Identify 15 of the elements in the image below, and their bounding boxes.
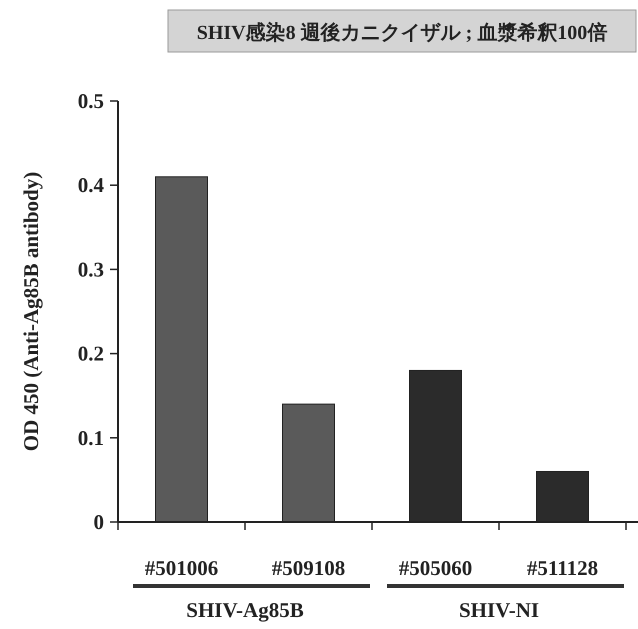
x-tick-label: #509108 — [272, 556, 346, 580]
title: SHIV感染8 週後カニクイザル ; 血漿希釈100倍 — [168, 10, 636, 52]
y-axis-title: OD 450 (Anti-Ag85B antibody) — [19, 172, 43, 452]
x-tick-label: #501006 — [144, 556, 218, 580]
y-tick-label: 0.3 — [78, 257, 104, 282]
y-tick-label: 0.5 — [78, 89, 104, 113]
x-tick-label: #511128 — [526, 556, 598, 580]
chart-title: SHIV感染8 週後カニクイザル ; 血漿希釈100倍 — [196, 21, 608, 44]
text: SHIV-Ag85B — [186, 598, 304, 622]
y-tick-label: 0 — [94, 510, 104, 534]
y-tick-label: 0.4 — [78, 173, 104, 198]
y-tick-label: 0.1 — [78, 426, 104, 450]
x-tick-label: #505060 — [398, 556, 472, 580]
text: SHIV-NI — [458, 598, 540, 622]
y-tick-label: 0.2 — [78, 342, 104, 366]
